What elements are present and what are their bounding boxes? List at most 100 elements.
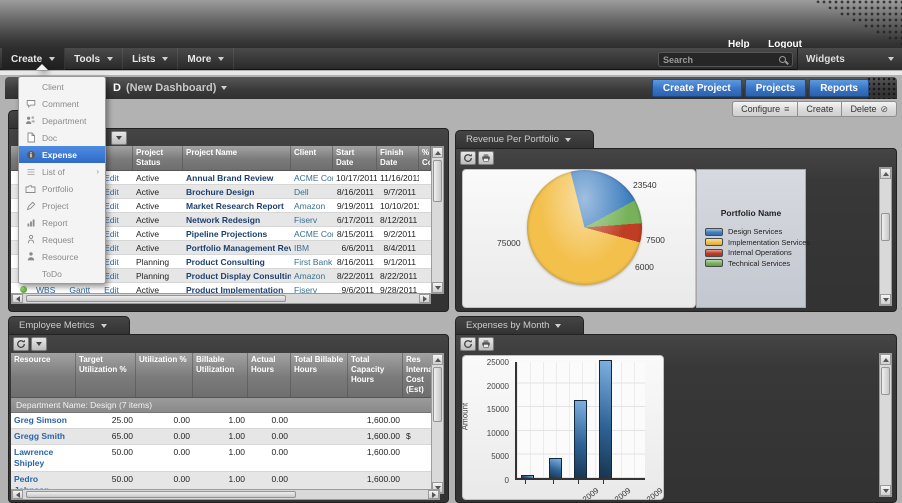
menu-item-comment[interactable]: Comment [19,95,105,112]
menu-item-project[interactable]: Project [19,197,105,214]
scroll-right-button[interactable] [428,490,439,499]
menu-item-client[interactable]: Client [19,78,105,95]
edit-link[interactable]: Edit [104,270,119,281]
edit-link[interactable]: Edit [104,284,119,295]
column-header[interactable]: Start Date [333,146,377,170]
wbs-link[interactable]: WBS [36,284,56,295]
employee-vertical-scrollbar[interactable] [431,353,444,494]
edit-link[interactable]: Edit [104,256,119,267]
search-input[interactable] [663,54,779,65]
menu-create[interactable]: Create [2,48,66,70]
expenses-vertical-scrollbar[interactable] [879,353,892,497]
edit-link[interactable]: Edit [104,242,119,253]
menu-item-portfolio[interactable]: Portfolio [19,180,105,197]
menu-item-resource[interactable]: Resource [19,248,105,265]
menu-item-todo[interactable]: ToDo [19,265,105,282]
column-header[interactable]: Total Billable Hours [291,353,348,397]
menu-item-expense[interactable]: Expense [19,146,105,163]
widgets-dropdown[interactable]: Widgets [797,48,902,70]
edit-link[interactable]: Edit [104,200,119,211]
refresh-icon[interactable] [460,337,476,351]
menu-lists[interactable]: Lists [123,48,179,70]
panel-options-button[interactable] [111,131,127,145]
revenue-pie-chart[interactable] [527,170,642,285]
menu-item-doc[interactable]: Doc [19,129,105,146]
expenses-panel-tab[interactable]: Expenses by Month [455,316,585,334]
menu-item-report[interactable]: Report [19,214,105,231]
cell: 1,600.00 [366,415,400,425]
scroll-right-button[interactable] [419,294,430,303]
menu-item-label: Resource [42,251,79,262]
create-button[interactable]: Create [798,101,843,117]
edit-link[interactable]: Edit [104,228,119,239]
scroll-left-button[interactable] [12,294,23,303]
scroll-up-button[interactable] [432,147,443,158]
column-header[interactable]: Actual Hours [248,353,291,397]
menu-item-request[interactable]: Request [19,231,105,248]
project-icon [25,200,36,211]
employee-horizontal-scrollbar[interactable] [11,489,440,500]
column-header[interactable]: Finish Date [377,146,419,170]
search-icon[interactable] [779,56,786,63]
column-header[interactable]: Billable Utilization [193,353,248,397]
menu-item-list-of[interactable]: List of › [19,163,105,180]
panel-options-button[interactable] [31,337,47,351]
scroll-down-button[interactable] [880,485,891,496]
dashboard-buttons: Create Project Projects Reports [651,79,869,97]
finish-date: 9/2/2011 [383,229,416,239]
menu-item-department[interactable]: Department [19,112,105,129]
action-label: Create [806,104,834,114]
logout-link[interactable]: Logout [768,39,802,50]
start-date: 8/16/2011 [336,257,374,267]
scroll-down-button[interactable] [432,282,443,293]
help-link[interactable]: Help [728,39,750,50]
bar[interactable] [520,474,534,478]
scroll-up-button[interactable] [880,168,891,179]
delete-button[interactable]: Delete ⊘ [842,101,897,117]
group-row: Department Name: Design (7 items) [11,398,440,413]
column-header[interactable]: Project Status [133,146,183,170]
print-icon[interactable] [478,151,494,165]
column-header[interactable]: Client [291,146,333,170]
edit-link[interactable]: Edit [104,214,119,225]
scroll-up-button[interactable] [880,354,891,365]
column-header[interactable]: Target Utilization % [76,353,136,397]
create-project-button[interactable]: Create Project [651,79,742,97]
column-header[interactable]: Utilization % [136,353,193,397]
projects-horizontal-scrollbar[interactable] [11,293,431,304]
column-header[interactable]: Resource [11,353,76,397]
refresh-icon[interactable] [460,151,476,165]
expenses-bar-chart[interactable] [515,360,645,480]
percent-complete [419,213,431,226]
scroll-down-button[interactable] [880,294,891,305]
session-links: Help Logout [714,34,802,52]
dashboard-header: D (New Dashboard) Create Project Projects… [5,77,897,99]
gantt-link[interactable]: Gantt [69,284,91,295]
edit-link[interactable]: Edit [104,186,119,197]
column-header[interactable] [11,146,133,170]
projects-vertical-scrollbar[interactable] [431,146,444,294]
column-header[interactable]: % Comp [419,146,431,170]
bar[interactable] [573,400,587,478]
scroll-up-button[interactable] [432,354,443,365]
projects-button[interactable]: Projects [744,79,807,97]
scroll-left-button[interactable] [12,490,23,499]
list-icon [25,166,36,177]
employee-panel-tab[interactable]: Employee Metrics [8,316,130,334]
dashboard-title[interactable]: D (New Dashboard) [113,82,228,94]
search-box[interactable] [658,52,793,67]
configure-button[interactable]: Configure ≡ [732,101,799,117]
reports-button[interactable]: Reports [809,79,869,97]
print-icon[interactable] [478,337,494,351]
bar[interactable] [598,360,612,478]
menu-tools[interactable]: Tools [65,48,124,70]
revenue-vertical-scrollbar[interactable] [879,167,892,306]
refresh-icon[interactable] [13,337,29,351]
bar[interactable] [548,458,562,478]
column-header[interactable]: Total Capacity Hours [348,353,403,397]
column-header[interactable]: Project Name [183,146,291,170]
menu-more[interactable]: More [178,48,235,70]
revenue-panel-tab[interactable]: Revenue Per Portfolio [455,130,594,148]
edit-link[interactable]: Edit [104,172,119,183]
